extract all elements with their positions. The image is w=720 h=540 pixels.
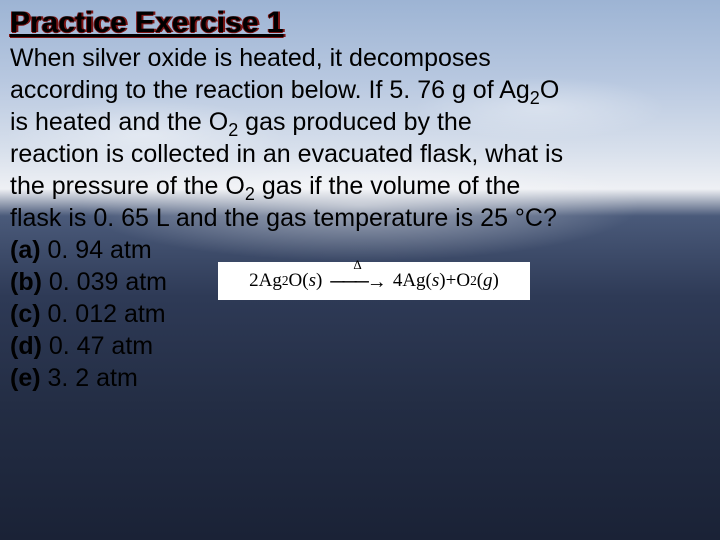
problem-line3a: is heated and the O [10,108,228,136]
answer-e-text: 3. 2 atm [41,364,138,392]
problem-line2b: O [540,76,559,104]
answer-c-label: (c) [10,300,41,328]
answer-b-label: (b) [10,268,42,296]
subscript-2: 2 [228,120,238,140]
eqn-lhs-coef: 2 [249,270,259,292]
reaction-arrow: Δ ───→ [330,270,385,293]
problem-line6: flask is 0. 65 L and the gas temperature… [10,204,557,232]
answer-b-text: 0. 039 atm [42,268,167,296]
answer-c-text: 0. 012 atm [41,300,166,328]
answer-a-text: 0. 94 atm [41,236,152,264]
problem-line4: reaction is collected in an evacuated fl… [10,140,563,168]
problem-line2a: according to the reaction below. If 5. 7… [10,76,530,104]
answer-c: (c) 0. 012 atm [10,298,710,330]
eqn-rhs2-species: O [456,270,470,292]
eqn-lhs-close: ) [316,270,322,292]
subscript-2: 2 [530,88,540,108]
answer-d: (d) 0. 47 atm [10,330,710,362]
subscript-2: 2 [245,184,255,204]
answer-d-label: (d) [10,332,42,360]
eqn-lhs-species: Ag [259,270,282,292]
problem-text: When silver oxide is heated, it decompos… [10,42,710,394]
eqn-rhs2-state: g [483,270,493,292]
answer-e: (e) 3. 2 atm [10,362,710,394]
arrow-icon: ───→ [330,271,385,294]
problem-line5a: the pressure of the O [10,172,245,200]
eqn-rhs2-close: ) [493,270,499,292]
eqn-rhs1-coef: 4 [393,270,403,292]
reaction-equation: 2 Ag2O(s) Δ ───→ 4 Ag(s) + O2(g) [218,262,530,300]
problem-line3b: gas produced by the [238,108,472,136]
eqn-plus: + [446,270,457,292]
eqn-lhs-tail: O( [289,270,309,292]
slide-content: Practice Exercise 1 When silver oxide is… [0,0,720,404]
eqn-lhs-state: s [309,270,316,292]
problem-line1: When silver oxide is heated, it decompos… [10,44,491,72]
eqn-rhs1-species: Ag( [402,270,432,292]
answer-d-text: 0. 47 atm [42,332,153,360]
answer-a-label: (a) [10,236,41,264]
eqn-rhs1-state: s [432,270,439,292]
slide-title: Practice Exercise 1 [10,6,710,40]
problem-line5b: gas if the volume of the [255,172,520,200]
answer-e-label: (e) [10,364,41,392]
